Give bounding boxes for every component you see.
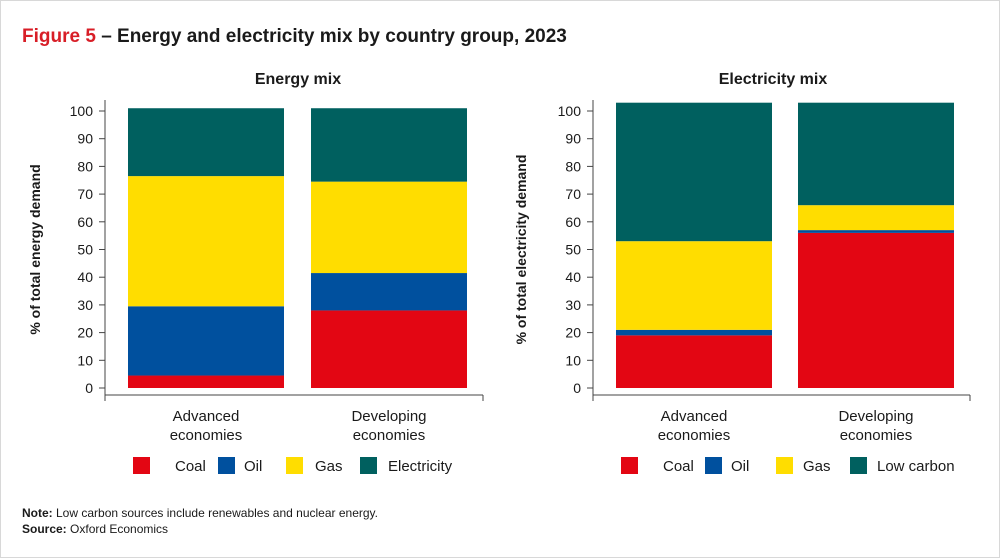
chart-2-y-tick-label: 10: [565, 352, 581, 368]
chart-2-y-tick-label: 60: [565, 214, 581, 230]
source-line: Source: Oxford Economics: [22, 521, 378, 537]
chart-1-bar-gas-1: [128, 176, 284, 307]
note-line: Note: Low carbon sources include renewab…: [22, 505, 378, 521]
chart-2-bar-gas-1: [616, 241, 772, 330]
chart-2-y-tick-label: 20: [565, 325, 581, 341]
chart-2-bar-low-carbon-1: [616, 102, 772, 242]
chart-2-title: Electricity mix: [719, 71, 828, 88]
chart-1-category-label: economies: [170, 427, 243, 444]
chart-2-bar-coal-2: [798, 232, 954, 388]
chart-1-category-label: Developing: [351, 408, 426, 425]
chart-2-bar-oil-1: [616, 329, 772, 336]
chart-1-legend-label: Gas: [315, 458, 343, 475]
chart-1-y-tick-label: 30: [77, 297, 93, 313]
chart-2-category-label: economies: [840, 427, 913, 444]
chart-2-y-tick-label: 70: [565, 186, 581, 202]
chart-2-legend-label: Oil: [731, 458, 749, 475]
chart-2-y-tick-label: 30: [565, 297, 581, 313]
chart-2-legend-label: Low carbon: [877, 458, 955, 475]
figure-notes: Note: Low carbon sources include renewab…: [22, 505, 378, 537]
chart-1-legend-swatch: [218, 457, 235, 474]
chart-2-bar-coal-1: [616, 335, 772, 388]
chart-1-legend-label: Electricity: [388, 458, 453, 475]
chart-1-bar-electricity-2: [311, 108, 467, 182]
chart-1-legend-label: Coal: [175, 458, 206, 475]
chart-1-bar-gas-2: [311, 181, 467, 274]
chart-1-y-tick-label: 80: [77, 158, 93, 174]
chart-2-legend-label: Gas: [803, 458, 831, 475]
chart-1-legend-swatch: [286, 457, 303, 474]
chart-1-y-tick-label: 50: [77, 242, 93, 258]
chart-1-y-tick-label: 100: [70, 103, 94, 119]
chart-1-category-label: Advanced: [173, 408, 240, 425]
chart-2-legend-label: Coal: [663, 458, 694, 475]
chart-1-legend-swatch: [360, 457, 377, 474]
chart-1-y-tick-label: 0: [85, 380, 93, 396]
chart-1-legend-swatch: [133, 457, 150, 474]
chart-2-y-tick-label: 0: [573, 380, 581, 396]
chart-2-category-label: Advanced: [661, 408, 728, 425]
chart-1-y-tick-label: 20: [77, 325, 93, 341]
chart-1-y-tick-label: 70: [77, 186, 93, 202]
chart-2-legend-swatch: [621, 457, 638, 474]
chart-1-bar-electricity-1: [128, 108, 284, 177]
chart-2-bar-oil-2: [798, 230, 954, 233]
figure-label: Figure 5: [22, 26, 96, 47]
source-label: Source:: [22, 522, 67, 536]
chart-1-y-tick-label: 40: [77, 269, 93, 285]
chart-2-legend-swatch: [705, 457, 722, 474]
chart-1-bar-coal-2: [311, 310, 467, 388]
chart-2-bar-low-carbon-2: [798, 102, 954, 206]
chart-1-legend-label: Oil: [244, 458, 262, 475]
chart-2-category-label: economies: [658, 427, 731, 444]
chart-2-bar-gas-2: [798, 205, 954, 231]
source-text: Oxford Economics: [66, 522, 169, 536]
chart-1-bar-coal-1: [128, 375, 284, 388]
chart-1-title: Energy mix: [255, 71, 341, 88]
chart-2-y-tick-label: 90: [565, 131, 581, 147]
chart-1-y-tick-label: 60: [77, 214, 93, 230]
chart-2-y-axis-label: % of total electricity demand: [513, 155, 529, 345]
note-text: Low carbon sources include renewables an…: [52, 506, 378, 520]
chart-1-y-axis-label: % of total energy demand: [27, 164, 43, 334]
chart-1-category-label: economies: [353, 427, 426, 444]
chart-2-y-tick-label: 100: [558, 103, 582, 119]
chart-2-y-tick-label: 50: [565, 242, 581, 258]
note-label: Note:: [22, 506, 53, 520]
chart-2-legend-swatch: [776, 457, 793, 474]
chart-2-category-label: Developing: [838, 408, 913, 425]
figure-title: Figure 5 – Energy and electricity mix by…: [22, 26, 567, 48]
chart-1-bar-oil-1: [128, 306, 284, 376]
chart-2-y-tick-label: 40: [565, 269, 581, 285]
chart-1-y-tick-label: 90: [77, 131, 93, 147]
chart-2-y-tick-label: 80: [565, 158, 581, 174]
chart-1-y-tick-label: 10: [77, 352, 93, 368]
chart-1-bar-oil-2: [311, 273, 467, 311]
figure-title-text: – Energy and electricity mix by country …: [101, 26, 567, 47]
chart-2-legend-swatch: [850, 457, 867, 474]
